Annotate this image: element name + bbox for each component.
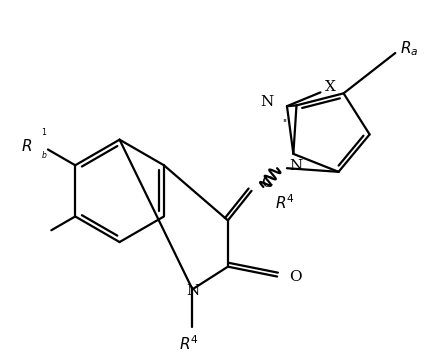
Text: X: X: [325, 81, 336, 94]
Text: $R_a$: $R_a$: [400, 40, 419, 58]
Text: N: N: [289, 159, 302, 173]
Text: $R^4$: $R^4$: [179, 335, 198, 353]
Text: $R$: $R$: [21, 138, 32, 154]
Text: N: N: [260, 95, 273, 109]
Text: C: C: [262, 176, 273, 190]
Text: $R^4$: $R^4$: [275, 193, 295, 212]
Text: '': '': [283, 118, 288, 128]
Text: N: N: [186, 284, 199, 298]
Text: $_b$: $_b$: [41, 150, 48, 162]
Text: O: O: [289, 269, 302, 284]
Text: $^1$: $^1$: [41, 128, 47, 138]
